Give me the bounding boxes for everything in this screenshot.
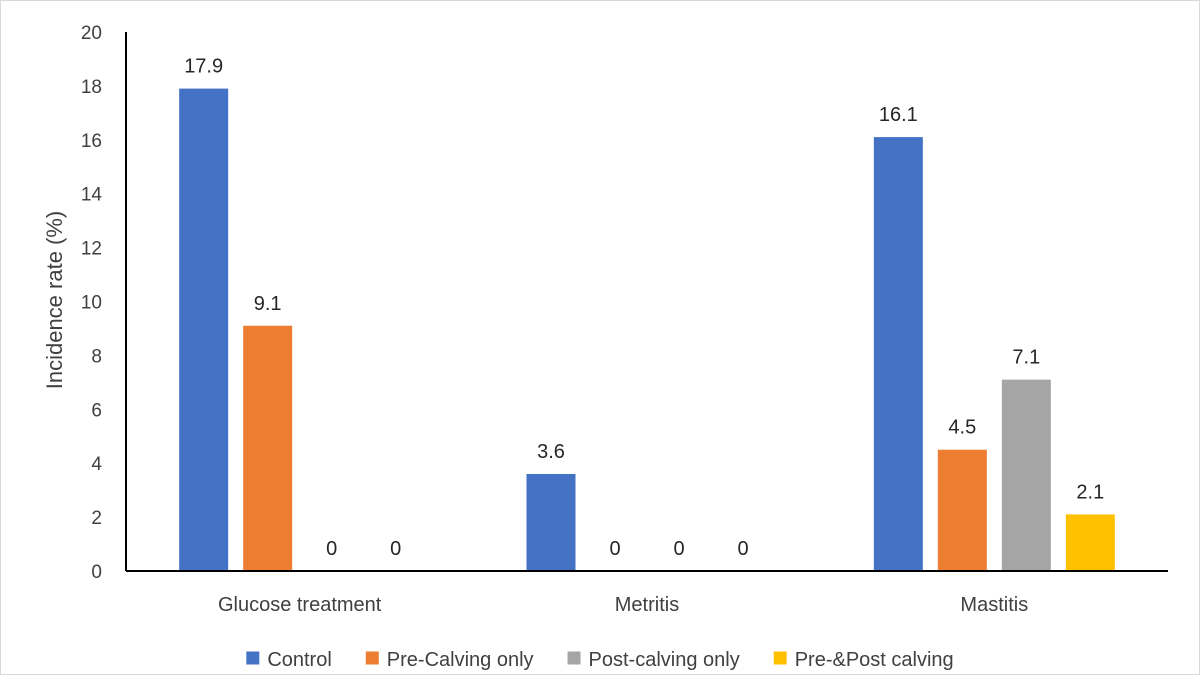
data-label: 16.1: [879, 104, 918, 126]
y-tick-label: 10: [81, 293, 102, 314]
y-tick-label: 8: [91, 346, 102, 367]
legend-swatch: [567, 651, 581, 665]
legend-label: Pre-&Post calving: [795, 649, 954, 671]
x-category-label: Metritis: [615, 594, 679, 616]
y-tick-label: 14: [81, 185, 103, 206]
data-label: 0: [673, 538, 684, 560]
legend-swatch: [773, 651, 787, 665]
data-labels: 17.9 9.1 0 0 3.6 0 0 0 16.1 4.5 7.1 2.1: [184, 56, 1104, 560]
data-label: 17.9: [184, 56, 223, 78]
bars: [179, 88, 1115, 572]
y-tick-label: 2: [91, 508, 102, 529]
legend-swatch: [246, 651, 260, 665]
bar: [243, 325, 293, 571]
legend-item: Pre-Calving only: [365, 649, 534, 671]
y-tick-label: 16: [81, 131, 102, 152]
legend-swatch: [365, 651, 379, 665]
bar: [179, 88, 229, 571]
y-axis-title: Incidence rate (%): [42, 211, 67, 390]
legend-label: Post-calving only: [589, 649, 740, 671]
y-tick-label: 20: [81, 23, 102, 44]
y-tick-label: 0: [91, 562, 102, 583]
y-axis-ticks: 0 2 4 6 8 10 12 14 16 18 20: [81, 23, 103, 583]
data-label: 3.6: [537, 441, 565, 463]
data-label: 0: [737, 538, 748, 560]
data-label: 0: [390, 538, 401, 560]
data-label: 2.1: [1076, 481, 1104, 503]
y-tick-label: 18: [81, 77, 102, 98]
y-tick-label: 12: [81, 239, 102, 260]
legend: Control Pre-Calving only Post-calving only…: [246, 649, 954, 671]
x-axis-categories: Glucose treatment Metritis Mastitis: [218, 594, 1028, 616]
data-label: 0: [326, 538, 337, 560]
data-label: 4.5: [948, 417, 976, 439]
bar: [1001, 379, 1051, 571]
legend-label: Control: [267, 649, 331, 671]
data-label: 7.1: [1012, 347, 1040, 369]
bar: [1065, 514, 1115, 571]
data-label: 9.1: [254, 293, 282, 315]
legend-item: Pre-&Post calving: [773, 649, 954, 671]
y-tick-label: 6: [91, 400, 102, 421]
bar: [873, 137, 923, 572]
legend-label: Pre-Calving only: [387, 649, 534, 671]
x-category-label: Glucose treatment: [218, 594, 382, 616]
legend-item: Post-calving only: [567, 649, 740, 671]
legend-item: Control: [246, 649, 332, 671]
x-category-label: Mastitis: [960, 594, 1028, 616]
y-tick-label: 4: [91, 454, 102, 475]
bar: [526, 473, 576, 571]
data-label: 0: [609, 538, 620, 560]
bar: [937, 449, 987, 571]
